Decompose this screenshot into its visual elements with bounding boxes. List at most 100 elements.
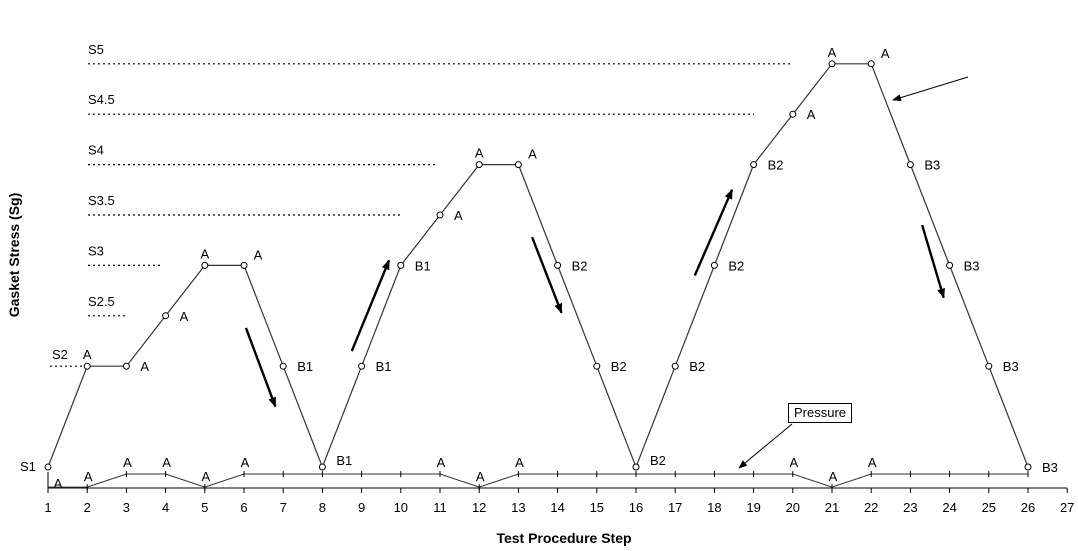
x-tick-label: 20 [786, 500, 800, 515]
point-label: A [84, 469, 93, 484]
stress-point [201, 261, 209, 269]
x-tick-label: 14 [550, 500, 564, 515]
point-label: B2 [572, 258, 588, 273]
direction-arrow [244, 327, 277, 408]
stress-point [1024, 463, 1032, 471]
stress-point [750, 161, 758, 169]
stress-point [632, 463, 640, 471]
stress-point [436, 211, 444, 219]
x-tick-label: 9 [358, 500, 365, 515]
point-label: B2 [611, 359, 627, 374]
series-points [44, 60, 1032, 491]
stress-point [985, 362, 993, 370]
x-tick-label: 27 [1060, 500, 1074, 515]
x-tick-label: 26 [1021, 500, 1035, 515]
direction-arrows [244, 76, 969, 469]
point-label: A [868, 455, 877, 470]
point-label: B3 [1042, 460, 1058, 475]
point-label: A [881, 46, 890, 61]
x-tick-label: 23 [903, 500, 917, 515]
point-label: A [83, 347, 92, 362]
direction-arrow [531, 236, 563, 314]
point-label: B2 [728, 258, 744, 273]
pressure-pointer-arrow [738, 423, 793, 469]
stress-point [554, 261, 562, 269]
point-label: B2 [689, 359, 705, 374]
point-label: B1 [336, 453, 352, 468]
point-label: A [789, 455, 798, 470]
x-tick-label: 8 [319, 500, 326, 515]
point-label: B2 [650, 453, 666, 468]
point-label: A [254, 247, 263, 262]
stress-point [122, 362, 130, 370]
stress-point [789, 110, 797, 118]
stress-point [358, 362, 366, 370]
point-labels: A A A A A B1 B1 B1 B1 A A A B2 B2 B2 B2 B2 B2 A A A B3 B3 B3 B3 A… [54, 45, 1058, 491]
pressure-annotation-label: Pressure [788, 403, 853, 423]
point-label: A [476, 469, 485, 484]
stress-level-label: S4 [88, 143, 104, 158]
point-label: A [201, 469, 210, 484]
stress-point [710, 261, 718, 269]
stress-level-label: S3.5 [88, 193, 115, 208]
stress-level-label: S3 [88, 243, 104, 258]
stress-point [946, 261, 954, 269]
x-tick-label: 13 [511, 500, 525, 515]
point-label: A [528, 147, 537, 162]
x-tick-label: 4 [162, 500, 169, 515]
stress-point [44, 463, 52, 471]
point-label: A [475, 146, 484, 161]
stress-point [671, 362, 679, 370]
point-label: A [180, 309, 189, 324]
point-label: B1 [415, 258, 431, 273]
stress-level-label: S4.5 [88, 92, 115, 107]
point-label: A [140, 359, 149, 374]
stress-point [279, 362, 287, 370]
x-axis-title: Test Procedure Step [496, 530, 632, 546]
stress-point [593, 362, 601, 370]
stress-level-label: S2 [52, 347, 68, 362]
stress-point [867, 60, 875, 68]
stress-level-label: S2.5 [88, 294, 115, 309]
x-axis: 1 2 3 4 5 6 7 8 9 10 11 12 13 14 15 16 17 18 19 20 21 22 23 24 2… [44, 472, 1074, 515]
x-tick-label: 25 [982, 500, 996, 515]
point-label: B3 [964, 258, 980, 273]
unloading-pointer-arrow [892, 76, 969, 102]
direction-arrow [921, 224, 945, 299]
x-tick-label: 3 [123, 500, 130, 515]
x-tick-label: 19 [746, 500, 760, 515]
stress-point [828, 60, 836, 68]
x-tick-label: 6 [240, 500, 247, 515]
point-label: B3 [924, 158, 940, 173]
point-label: A [54, 476, 63, 491]
point-label: A [828, 45, 837, 60]
point-label: A [807, 107, 816, 122]
direction-arrow [693, 188, 734, 276]
x-tick-label: 16 [629, 500, 643, 515]
x-tick-label: 15 [590, 500, 604, 515]
stress-point [318, 463, 326, 471]
stress-level-label: S5 [88, 42, 104, 57]
stress-point [83, 362, 91, 370]
stress-point [240, 261, 248, 269]
series-lines [47, 63, 1029, 488]
point-label: A [123, 455, 132, 470]
x-tick-label: 7 [280, 500, 287, 515]
stress-point [162, 312, 170, 320]
x-tick-label: 18 [707, 500, 721, 515]
stress-point [514, 161, 522, 169]
stress-point [475, 161, 483, 169]
x-tick-label: 2 [84, 500, 91, 515]
stress-point [397, 261, 405, 269]
pressure-line [48, 473, 1028, 488]
x-tick-label: 1 [44, 500, 51, 515]
stress-level-label: S1 [20, 459, 36, 474]
point-label: A [829, 469, 838, 484]
x-tick-label: 11 [433, 500, 447, 515]
direction-arrow [350, 259, 391, 352]
point-label: B2 [768, 158, 784, 173]
stress-point [906, 161, 914, 169]
point-label: A [162, 455, 171, 470]
stress-level-lines: S1 S2 S2.5 S3 S3.5 S4 S4.5 S5 [20, 42, 790, 474]
